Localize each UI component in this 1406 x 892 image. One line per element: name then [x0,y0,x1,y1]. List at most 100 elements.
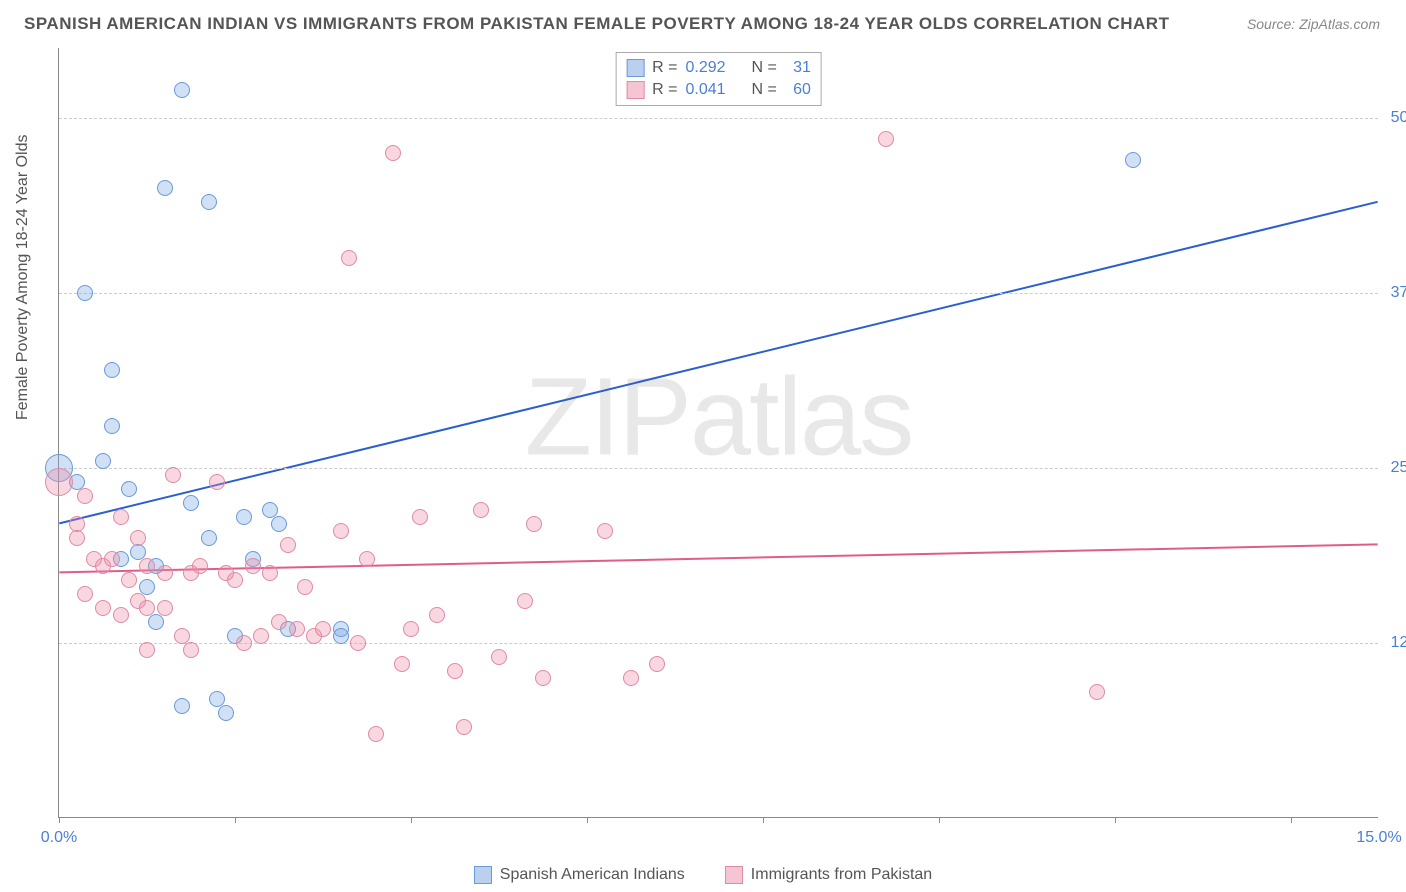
point-series-b [130,530,146,546]
trend-lines-svg [59,48,1378,817]
y-tick-label: 50.0% [1386,109,1406,127]
point-series-b [526,516,542,532]
point-series-b [289,621,305,637]
point-series-b [315,621,331,637]
x-tick-label: 15.0% [1356,829,1401,847]
point-series-b [429,607,445,623]
point-series-b [333,523,349,539]
point-series-a [139,579,155,595]
point-series-a [121,481,137,497]
watermark: ZIPatlas [525,354,912,481]
point-series-b [271,614,287,630]
legend-swatch [474,866,492,884]
legend-correlation-row: R = 0.041 N = 60 [626,79,811,101]
point-series-b [262,565,278,581]
point-series-b [403,621,419,637]
x-tick-label: 0.0% [41,829,77,847]
legend-n-value: 31 [785,57,811,79]
point-series-a [218,705,234,721]
point-series-a [236,509,252,525]
legend-r-label: R = [652,57,677,79]
point-series-a [201,530,217,546]
point-series-b [623,670,639,686]
point-series-b [1089,684,1105,700]
x-tick [1115,817,1116,823]
point-series-b [77,586,93,602]
point-series-a [174,82,190,98]
point-series-b [385,145,401,161]
point-series-b [104,551,120,567]
point-series-b [535,670,551,686]
y-tick-label: 25.0% [1386,459,1406,477]
legend-bottom-label: Spanish American Indians [500,866,685,884]
point-series-b [121,572,137,588]
point-series-b [456,719,472,735]
point-series-a [271,516,287,532]
point-series-a [95,453,111,469]
point-series-b [350,635,366,651]
legend-r-value: 0.041 [685,79,725,101]
point-series-a [157,180,173,196]
point-series-b [139,600,155,616]
y-tick-label: 12.5% [1386,634,1406,652]
legend-r-value: 0.292 [685,57,725,79]
legend-swatch [725,866,743,884]
x-tick [587,817,588,823]
point-series-b [183,642,199,658]
gridline-horizontal [59,293,1378,294]
x-tick [939,817,940,823]
gridline-horizontal [59,468,1378,469]
legend-bottom-item: Spanish American Indians [474,866,685,884]
point-series-b [878,131,894,147]
point-series-b [280,537,296,553]
point-series-a [183,495,199,511]
point-series-b [165,467,181,483]
x-tick [59,817,60,823]
point-series-b [139,558,155,574]
legend-bottom: Spanish American Indians Immigrants from… [0,866,1406,884]
point-series-b [447,663,463,679]
gridline-horizontal [59,118,1378,119]
x-tick [1291,817,1292,823]
trend-line [59,202,1377,524]
legend-correlation-box: R = 0.292 N = 31 R = 0.041 N = 60 [615,52,822,106]
point-series-b [69,530,85,546]
point-series-a [333,628,349,644]
point-series-b [192,558,208,574]
point-series-b [297,579,313,595]
source-attribution: Source: ZipAtlas.com [1247,16,1380,32]
point-series-b [95,600,111,616]
y-tick-label: 37.5% [1386,284,1406,302]
point-series-b [245,558,261,574]
point-series-a [148,614,164,630]
chart-title: SPANISH AMERICAN INDIAN VS IMMIGRANTS FR… [24,14,1169,34]
legend-r-label: R = [652,79,677,101]
point-series-b [517,593,533,609]
x-tick [411,817,412,823]
point-series-a [104,418,120,434]
legend-n-label: N = [752,79,777,101]
legend-bottom-item: Immigrants from Pakistan [725,866,932,884]
point-series-a [104,362,120,378]
point-series-b [491,649,507,665]
legend-swatch [626,59,644,77]
point-series-b [473,502,489,518]
legend-bottom-label: Immigrants from Pakistan [751,866,932,884]
point-series-b [236,635,252,651]
point-series-b [394,656,410,672]
point-series-b [113,607,129,623]
legend-n-label: N = [752,57,777,79]
point-series-b [368,726,384,742]
point-series-a [174,698,190,714]
point-series-b [157,565,173,581]
scatter-plot-area: ZIPatlas R = 0.292 N = 31 R = 0.041 N = … [58,48,1378,818]
y-axis-label: Female Poverty Among 18-24 Year Olds [14,135,32,421]
legend-n-value: 60 [785,79,811,101]
x-tick [763,817,764,823]
point-series-b [597,523,613,539]
point-series-b [209,474,225,490]
point-series-b [77,488,93,504]
legend-swatch [626,81,644,99]
point-series-b [113,509,129,525]
point-series-b [139,642,155,658]
